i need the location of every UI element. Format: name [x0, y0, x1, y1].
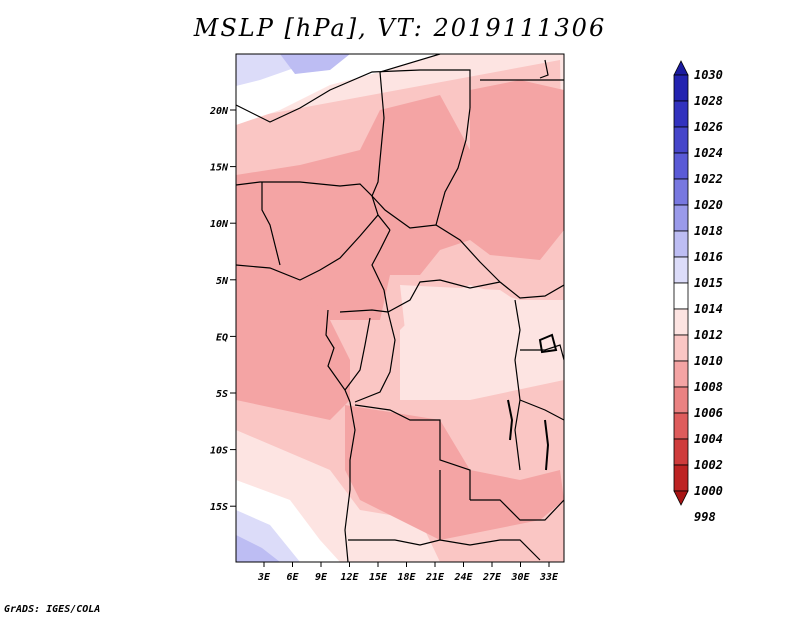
lat-label: 15S — [210, 502, 228, 513]
pressure-field — [236, 54, 564, 562]
colorbar-swatch — [673, 464, 689, 492]
colorbar-label: 1014 — [694, 302, 723, 316]
colorbar-label: 1010 — [694, 354, 723, 368]
lon-label: 30E — [510, 572, 530, 583]
lat-label: 10S — [210, 446, 228, 457]
colorbar-swatch — [673, 230, 689, 258]
map-title: MSLP [hPa], VT: 2019111306 — [193, 14, 607, 42]
colorbar-label: 1016 — [694, 250, 723, 264]
lon-label: 24E — [453, 572, 473, 583]
colorbar-label: 1000 — [694, 484, 723, 498]
colorbar-swatch — [673, 74, 689, 102]
lat-label: 10N — [210, 219, 229, 230]
lake-tanganyika — [507, 399, 514, 441]
colorbar-label: 1006 — [694, 406, 723, 420]
border-congo-gabon — [344, 317, 371, 391]
lon-label: 15E — [369, 572, 388, 583]
coast-gulf-guinea — [236, 214, 391, 281]
border-sahara — [236, 69, 471, 123]
lon-label: 21E — [425, 572, 445, 583]
colorbar-swatch — [673, 412, 689, 440]
colorbar-swatch — [673, 204, 689, 232]
border-car-south-sudan — [499, 281, 564, 299]
colorbar-label: 1026 — [694, 120, 723, 134]
border-zambia — [470, 499, 564, 521]
border-niger-chad — [371, 54, 441, 197]
field-1012-congo — [400, 285, 530, 395]
border-benin — [261, 182, 281, 266]
colorbar-label: 1004 — [694, 432, 723, 446]
coast-angola — [344, 401, 356, 562]
lon-label: 27E — [482, 572, 502, 583]
lon-label: 33E — [539, 572, 559, 583]
lat-label: EQ — [216, 332, 228, 343]
colorbar-label: 1015 — [694, 276, 723, 290]
border-tanzania — [519, 399, 564, 421]
colorbar-swatch — [673, 334, 689, 362]
field-1016-south — [236, 535, 280, 562]
latitude-axis: 20N 15N 10N 5N EQ 5S 10S 15S — [209, 106, 236, 513]
border-chad-car — [371, 195, 501, 283]
colorbar: 1030 1028 1026 1024 1022 1020 1018 1016 1015 1014… — [673, 60, 723, 524]
colorbar-swatch — [673, 438, 689, 466]
coast-red-sea — [539, 59, 549, 79]
border-congo-drc — [354, 311, 396, 403]
colorbar-bottom-arrow — [673, 490, 689, 506]
lat-label: 20N — [209, 106, 229, 117]
lakes — [507, 333, 558, 471]
colorbar-label: 1012 — [694, 328, 723, 342]
border-cameroon-car — [371, 229, 391, 313]
field-1008-south — [345, 405, 564, 540]
grads-credit: GrADS: IGES/COLA — [4, 604, 101, 615]
lat-label: 15N — [210, 163, 229, 174]
lon-label: 3E — [257, 572, 271, 583]
lat-label: 5S — [216, 389, 228, 400]
colorbar-label: 998 — [694, 510, 716, 524]
colorbar-label: 1030 — [694, 68, 723, 82]
colorbar-swatch — [673, 152, 689, 180]
colorbar-label: 1018 — [694, 224, 723, 238]
border-chad-sudan — [435, 107, 471, 226]
border-east-drc — [514, 299, 521, 471]
boundaries — [236, 54, 564, 562]
lon-label: 12E — [340, 572, 359, 583]
coast-gabon — [325, 309, 351, 403]
lon-label: 9E — [315, 572, 328, 583]
colorbar-swatch — [673, 360, 689, 388]
colorbar-swatch — [673, 100, 689, 128]
lon-label: 6E — [286, 572, 299, 583]
colorbar-label: 1022 — [694, 172, 723, 186]
colorbar-label: 1008 — [694, 380, 723, 394]
field-1008-north — [236, 80, 564, 320]
lake-malawi — [544, 419, 550, 471]
border-angola-namibia — [348, 470, 441, 546]
colorbar-swatch — [673, 386, 689, 414]
colorbar-swatch — [673, 308, 689, 336]
border-congo-north — [339, 279, 501, 313]
colorbar-top-arrow — [673, 60, 689, 76]
border-angola-drc — [354, 404, 471, 500]
lon-label: 18E — [397, 572, 416, 583]
border-botswana — [439, 539, 541, 561]
colorbar-label: 1002 — [694, 458, 723, 472]
longitude-axis: 3E 6E 9E 12E 15E 18E 21E 24E 27E 30E 33E — [257, 562, 559, 583]
colorbar-swatch — [673, 256, 689, 284]
lat-label: 5N — [216, 276, 229, 287]
colorbar-label: 1020 — [694, 198, 723, 212]
colorbar-swatch — [673, 282, 689, 310]
colorbar-swatch — [673, 178, 689, 206]
map-frame — [235, 53, 565, 563]
field-1008-west — [236, 265, 350, 420]
colorbar-swatch — [673, 126, 689, 154]
colorbar-label: 1024 — [694, 146, 723, 160]
field-1014-north — [236, 54, 440, 125]
lake-victoria — [538, 333, 558, 354]
colorbar-label: 1028 — [694, 94, 723, 108]
border-uganda — [520, 344, 564, 361]
field-1016-north — [280, 54, 350, 74]
